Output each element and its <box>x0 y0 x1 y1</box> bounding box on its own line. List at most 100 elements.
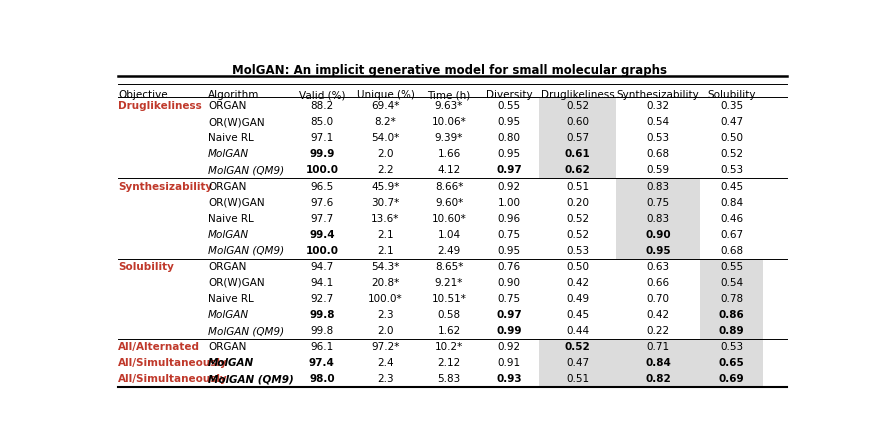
Text: Druglikeliness: Druglikeliness <box>118 101 202 111</box>
Text: 2.2: 2.2 <box>377 165 393 175</box>
Text: 54.0*: 54.0* <box>371 133 399 143</box>
Bar <box>616 211 699 227</box>
Text: 0.70: 0.70 <box>645 294 669 304</box>
Text: 0.66: 0.66 <box>645 278 669 288</box>
Text: 0.60: 0.60 <box>566 117 588 127</box>
Text: 0.95: 0.95 <box>645 246 670 256</box>
Text: 0.86: 0.86 <box>718 310 744 320</box>
Text: 96.1: 96.1 <box>310 342 333 352</box>
Text: ORGAN: ORGAN <box>208 101 246 111</box>
Bar <box>616 178 699 194</box>
Bar <box>538 130 616 146</box>
Text: 0.52: 0.52 <box>566 230 588 240</box>
Text: 0.93: 0.93 <box>496 374 522 384</box>
Text: 8.2*: 8.2* <box>374 117 396 127</box>
Text: Synthesizability: Synthesizability <box>616 90 699 100</box>
Text: 2.0: 2.0 <box>377 326 393 336</box>
Text: 10.60*: 10.60* <box>431 214 466 223</box>
Text: 100.0*: 100.0* <box>367 294 403 304</box>
Text: 99.8: 99.8 <box>309 310 334 320</box>
Text: 0.75: 0.75 <box>497 294 520 304</box>
Text: Valid (%): Valid (%) <box>298 90 345 100</box>
Text: ORGAN: ORGAN <box>208 262 246 272</box>
Text: 92.7: 92.7 <box>310 294 333 304</box>
Text: 0.83: 0.83 <box>645 182 669 191</box>
Text: 2.12: 2.12 <box>437 358 460 368</box>
Text: 2.0: 2.0 <box>377 149 393 159</box>
Text: 0.42: 0.42 <box>645 310 669 320</box>
Text: Time (h): Time (h) <box>427 90 470 100</box>
Text: 94.1: 94.1 <box>310 278 333 288</box>
Text: 9.39*: 9.39* <box>434 133 463 143</box>
Text: 0.57: 0.57 <box>566 133 588 143</box>
Text: 0.97: 0.97 <box>496 310 522 320</box>
Text: 1.62: 1.62 <box>437 326 460 336</box>
Text: 99.4: 99.4 <box>309 230 334 240</box>
Text: 2.1: 2.1 <box>377 230 393 240</box>
Text: 0.90: 0.90 <box>497 278 520 288</box>
Text: 0.78: 0.78 <box>719 294 742 304</box>
Text: 0.76: 0.76 <box>497 262 520 272</box>
Text: Unique (%): Unique (%) <box>356 90 414 100</box>
Text: 13.6*: 13.6* <box>371 214 399 223</box>
Bar <box>616 243 699 259</box>
Text: 0.32: 0.32 <box>645 101 669 111</box>
Text: MolGAN: MolGAN <box>208 358 254 368</box>
Text: 0.69: 0.69 <box>718 374 744 384</box>
Text: ORGAN: ORGAN <box>208 342 246 352</box>
Text: 0.80: 0.80 <box>497 133 520 143</box>
Text: 0.45: 0.45 <box>719 182 742 191</box>
Text: OR(W)GAN: OR(W)GAN <box>208 198 265 207</box>
Text: Naive RL: Naive RL <box>208 133 253 143</box>
Bar <box>538 371 616 387</box>
Text: 94.7: 94.7 <box>310 262 333 272</box>
Text: Naive RL: Naive RL <box>208 294 253 304</box>
Text: MolGAN: An implicit generative model for small molecular graphs: MolGAN: An implicit generative model for… <box>232 64 667 77</box>
Text: 0.95: 0.95 <box>497 117 520 127</box>
Text: All/Simultaneously: All/Simultaneously <box>118 374 227 384</box>
Bar <box>538 146 616 162</box>
Text: 2.3: 2.3 <box>377 310 393 320</box>
Text: 9.60*: 9.60* <box>434 198 462 207</box>
Text: OR(W)GAN: OR(W)GAN <box>208 278 265 288</box>
Text: 88.2: 88.2 <box>310 101 333 111</box>
Text: 0.52: 0.52 <box>566 214 588 223</box>
Text: 2.1: 2.1 <box>377 246 393 256</box>
Bar <box>538 162 616 178</box>
Text: 0.47: 0.47 <box>566 358 588 368</box>
Text: 97.4: 97.4 <box>309 358 334 368</box>
Text: Algorithm: Algorithm <box>208 90 260 100</box>
Text: 0.53: 0.53 <box>566 246 588 256</box>
Text: 0.82: 0.82 <box>645 374 670 384</box>
Text: 0.44: 0.44 <box>566 326 588 336</box>
Text: 0.91: 0.91 <box>497 358 520 368</box>
Bar <box>616 227 699 243</box>
Text: 0.55: 0.55 <box>719 262 742 272</box>
Text: MolGAN (QM9): MolGAN (QM9) <box>208 246 284 256</box>
Text: 10.06*: 10.06* <box>431 117 466 127</box>
Text: 0.47: 0.47 <box>719 117 742 127</box>
Text: Naive RL: Naive RL <box>208 214 253 223</box>
Text: Objective: Objective <box>118 90 168 100</box>
Bar <box>699 355 762 371</box>
Bar <box>538 114 616 130</box>
Text: 0.83: 0.83 <box>645 214 669 223</box>
Text: 0.62: 0.62 <box>564 165 590 175</box>
Text: All/Simultaneously: All/Simultaneously <box>118 358 227 368</box>
Bar <box>699 259 762 275</box>
Text: 1.66: 1.66 <box>437 149 460 159</box>
Text: 2.3: 2.3 <box>377 374 393 384</box>
Bar <box>699 291 762 307</box>
Text: 0.71: 0.71 <box>645 342 669 352</box>
Text: 69.4*: 69.4* <box>371 101 399 111</box>
Bar <box>538 98 616 114</box>
Text: 0.49: 0.49 <box>566 294 588 304</box>
Text: 0.42: 0.42 <box>566 278 588 288</box>
Text: 1.00: 1.00 <box>497 198 520 207</box>
Text: 0.84: 0.84 <box>645 358 670 368</box>
Text: OR(W)GAN: OR(W)GAN <box>208 117 265 127</box>
Text: 97.1: 97.1 <box>310 133 333 143</box>
Text: 0.53: 0.53 <box>645 133 669 143</box>
Text: 0.92: 0.92 <box>497 342 520 352</box>
Text: 100.0: 100.0 <box>305 246 338 256</box>
